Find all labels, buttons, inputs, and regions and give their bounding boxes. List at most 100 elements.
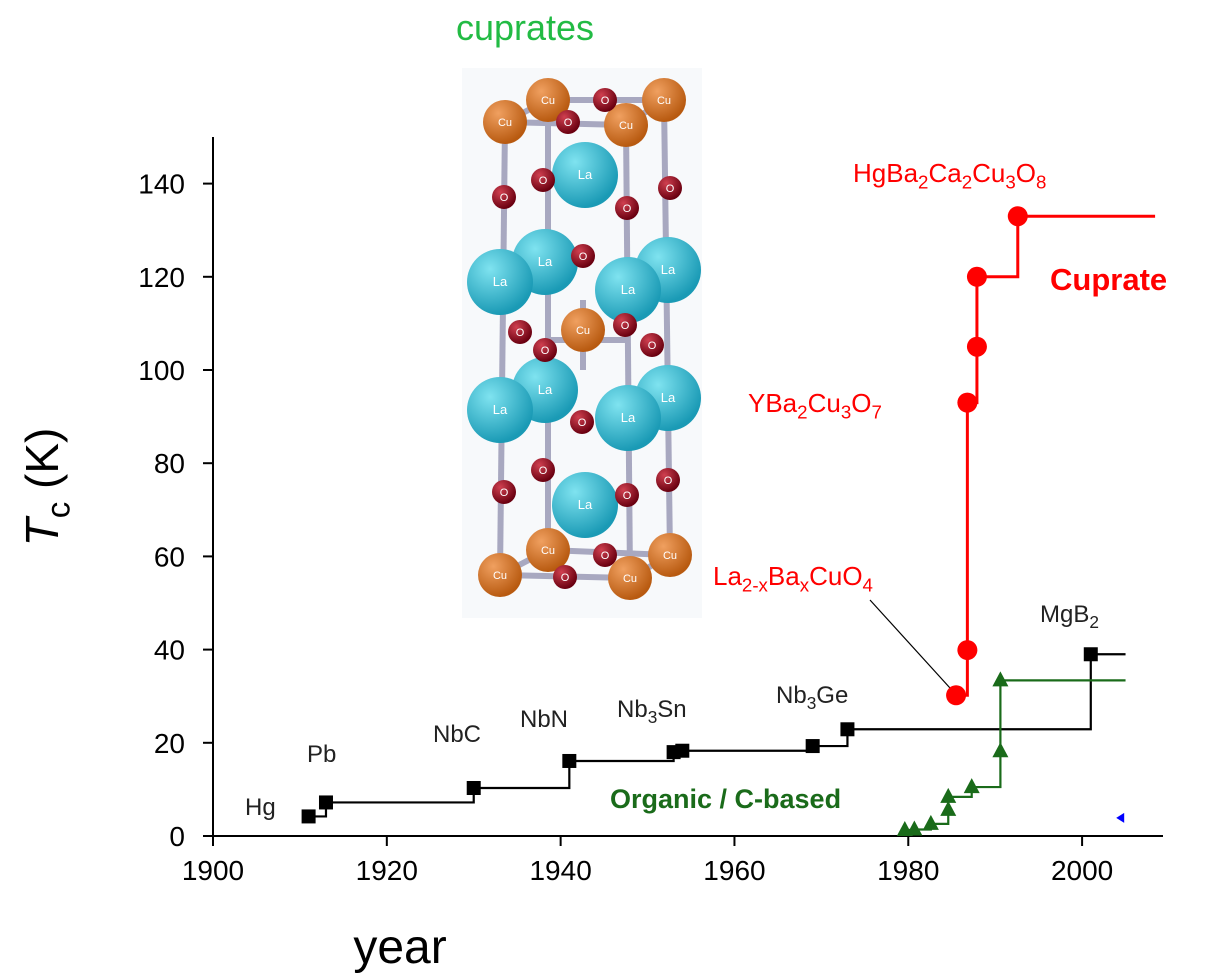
marker	[967, 337, 987, 357]
x-tick-label: 1980	[877, 855, 939, 886]
marker	[957, 640, 977, 660]
y-tick-label: 80	[154, 448, 185, 479]
annotation: HgBa2Ca2Cu3O8	[853, 158, 1046, 193]
atom-label: Cu	[657, 95, 671, 107]
text-part: 2	[962, 172, 972, 193]
atom-label: O	[601, 550, 610, 562]
series-label: Cuprate	[1050, 262, 1167, 297]
y-tick-label: 60	[154, 541, 185, 572]
atom-label: Cu	[493, 570, 507, 582]
step-line	[905, 680, 1126, 830]
text-part: NbN	[520, 706, 568, 733]
leader-line	[870, 600, 950, 688]
atom-label: Cu	[498, 117, 512, 129]
atom-label: La	[578, 497, 593, 512]
marker	[940, 788, 956, 803]
text-part: 4	[863, 575, 873, 596]
text-part: 3	[807, 693, 817, 713]
x-tick-label: 1920	[356, 855, 418, 886]
annotation: NbC	[433, 721, 481, 748]
text-part: Pb	[307, 741, 336, 768]
text-part: Ge	[816, 682, 848, 709]
atom-label: O	[564, 117, 573, 129]
text-part: Sn	[657, 696, 686, 723]
x-tick-label: 2000	[1051, 855, 1113, 886]
y-tick-label: 100	[138, 355, 185, 386]
text-part: YBa	[748, 388, 798, 418]
atom-label: La	[493, 402, 508, 417]
text-part: Ca	[928, 158, 962, 188]
marker	[940, 801, 956, 816]
text-part: 2	[1089, 612, 1099, 632]
y-tick-label: 40	[154, 635, 185, 666]
marker	[923, 815, 939, 830]
atom-label: La	[661, 262, 676, 277]
x-axis-title: year	[353, 921, 446, 974]
atom-label: O	[561, 572, 570, 584]
text-part: 2	[797, 402, 807, 423]
atom-label: La	[538, 382, 553, 397]
text-part: 8	[1036, 172, 1046, 193]
annotation: La2-xBaxCuO4	[713, 561, 873, 596]
text-part: (K)	[16, 428, 68, 502]
text-part: O	[1016, 158, 1036, 188]
marker	[467, 781, 481, 795]
crystal-structure: CuCuCuCuLaLaLaLaLaLaLaLaLaLaCuCuCuCuCuOO…	[462, 68, 702, 618]
atom-label: O	[623, 490, 632, 502]
atom-label: O	[579, 251, 588, 263]
marker	[562, 754, 576, 768]
text-part: La	[713, 561, 742, 591]
atom-label: Cu	[541, 95, 555, 107]
atom-label: O	[539, 465, 548, 477]
text-part: NbC	[433, 721, 481, 748]
marker	[992, 671, 1008, 686]
atom-label: O	[516, 327, 525, 339]
atom-label: La	[578, 167, 593, 182]
marker	[840, 722, 854, 736]
atom-label: O	[623, 203, 632, 215]
marker	[957, 393, 977, 413]
annotation: NbN	[520, 706, 568, 733]
y-axis-title: Tc (K)	[16, 428, 78, 547]
bond	[626, 125, 630, 578]
annotation: YBa2Cu3O7	[748, 388, 882, 423]
x-tick-label: 1900	[182, 855, 244, 886]
y-tick-label: 0	[169, 821, 185, 852]
marker	[302, 809, 316, 823]
y-tick-label: 20	[154, 728, 185, 759]
marker	[1084, 647, 1098, 661]
text-part: Nb	[617, 696, 648, 723]
y-tick-label: 140	[138, 169, 185, 200]
annotation: Pb	[307, 741, 336, 768]
text-part: T	[16, 515, 68, 546]
text-part: Hg	[245, 794, 276, 821]
atom-label: Cu	[663, 550, 677, 562]
marker	[992, 742, 1008, 757]
marker	[319, 795, 333, 809]
y-tick-label: 120	[138, 262, 185, 293]
marker	[906, 820, 922, 835]
annotation: Nb3Ge	[776, 682, 848, 713]
annotation: Hg	[245, 794, 276, 821]
marker	[967, 267, 987, 287]
text-part: 3	[1005, 172, 1015, 193]
atom-label: O	[500, 192, 509, 204]
atom-label: O	[541, 345, 550, 357]
atom-label: O	[601, 95, 610, 107]
inset-title: cuprates	[456, 7, 594, 48]
atom-label: Cu	[623, 573, 637, 585]
atom-label: La	[661, 390, 676, 405]
series-label: Organic / C-based	[610, 784, 841, 814]
annotation: MgB2	[1040, 601, 1099, 632]
atom-label: Cu	[541, 545, 555, 557]
atom-label: La	[621, 410, 636, 425]
atom-label: O	[621, 320, 630, 332]
x-tick-label: 1940	[529, 855, 591, 886]
text-part: CuO	[809, 561, 862, 591]
atom-label: O	[664, 475, 673, 487]
text-part: 2	[918, 172, 928, 193]
marker	[1116, 813, 1124, 823]
atom-label: O	[648, 340, 657, 352]
text-part: 3	[841, 402, 851, 423]
text-part: MgB	[1040, 601, 1089, 628]
